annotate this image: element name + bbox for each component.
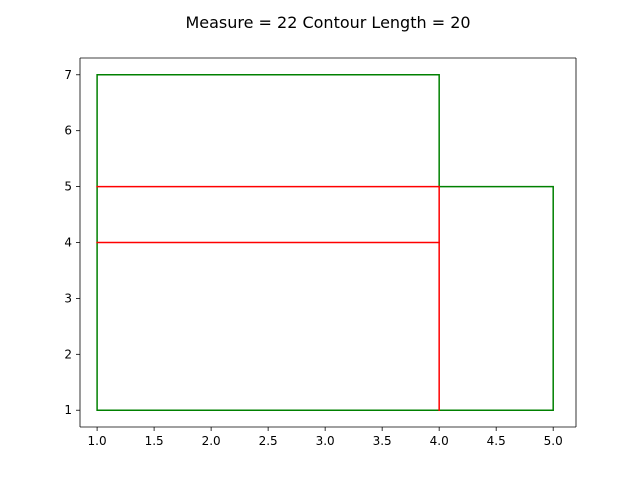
x-tick-label: 4.0 [430, 434, 449, 448]
y-tick-label: 4 [64, 236, 72, 250]
y-tick-label: 2 [64, 347, 72, 361]
y-tick-label: 5 [64, 180, 72, 194]
x-tick-label: 5.0 [544, 434, 563, 448]
y-tick-label: 1 [64, 403, 72, 417]
x-tick-label: 3.0 [316, 434, 335, 448]
series-layer [96, 74, 554, 411]
axes-layer: 1.0 1.5 2.0 2.5 3.0 3.5 4.0 4.5 5.0 1 2 3 4 5 6 7 [64, 57, 577, 448]
chart-title: Measure = 22 Contour Length = 20 [185, 13, 470, 32]
x-tick-label: 3.5 [373, 434, 392, 448]
y-tick-label: 3 [64, 291, 72, 305]
x-tick-label: 2.5 [259, 434, 278, 448]
y-tick-label: 7 [64, 68, 72, 82]
y-tick-label: 6 [64, 124, 72, 138]
x-tick-label: 4.5 [487, 434, 506, 448]
x-tick-label: 2.0 [202, 434, 221, 448]
x-tick-label: 1.5 [145, 434, 164, 448]
x-tick-label: 1.0 [88, 434, 107, 448]
series-line-0 [96, 74, 554, 411]
